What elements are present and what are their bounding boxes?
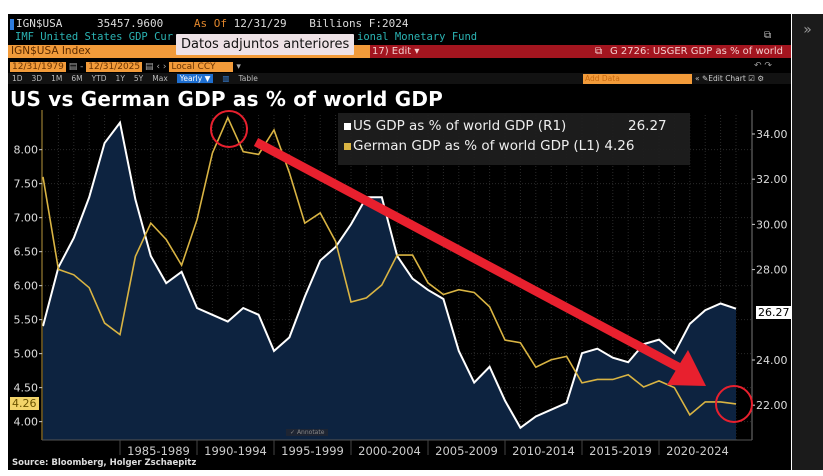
collapse-icon[interactable]: « [695, 74, 700, 83]
trend-arrow-shaft [253, 138, 683, 372]
chart-actions: « ✎Edit Chart ☑ ⚙ [695, 74, 764, 83]
edit-menu[interactable]: 17) Edit ▾ [372, 46, 420, 57]
legend-label-germany: German GDP as % of world GDP (L1) [353, 138, 601, 154]
x-tick-label: 2000-2004 [358, 444, 421, 458]
us-line [42, 120, 737, 430]
left-tick-label: 4.50 [14, 382, 39, 395]
highlight-circle-latest [715, 385, 753, 423]
right-tick-label: 30.00 [756, 218, 788, 231]
period-1m[interactable]: 1M [51, 74, 63, 83]
x-tick-label: 2015-2019 [589, 444, 652, 458]
legend-swatch-germany [344, 142, 351, 150]
ticker: IGN$USA [16, 17, 63, 30]
trend-arrow-head [667, 350, 706, 386]
annotate-label: Annotate [296, 429, 325, 436]
right-tick-label: 22.00 [756, 399, 788, 412]
period-ytd[interactable]: YTD [91, 74, 107, 83]
undo-icon[interactable]: ↶ [754, 61, 762, 71]
legend-value-germany: 4.26 [604, 138, 635, 154]
left-tick-label: 6.50 [14, 246, 39, 259]
period-max[interactable]: Max [152, 74, 168, 83]
period-5y[interactable]: 5Y [133, 74, 144, 83]
left-tick-label: 6.00 [14, 280, 39, 293]
legend-item-germany: German GDP as % of world GDP (L1) 4.26 [344, 138, 634, 154]
right-tick-label: 28.00 [756, 264, 788, 277]
edit-icon[interactable]: ☑ [748, 74, 755, 83]
table-button[interactable]: Table [238, 74, 258, 83]
left-tick-label: 7.00 [14, 212, 39, 225]
calendar-icon[interactable]: ▤ [68, 62, 78, 72]
prev-button[interactable]: ‹ [156, 62, 160, 72]
side-strip: » [792, 14, 823, 470]
right-tick-label: 24.00 [756, 354, 788, 367]
undo-redo: ↶ ↷ [754, 61, 772, 71]
calendar-icon[interactable]: ▤ [145, 62, 154, 72]
highlight-circle-peak [210, 110, 248, 148]
tooltip: Datos adjuntos anteriores [176, 34, 355, 55]
chevron-down-icon[interactable]: ▾ [236, 62, 241, 72]
as-of-date: 12/31/29 [233, 17, 287, 30]
edit-chart-button[interactable]: Edit Chart [708, 74, 746, 83]
x-tick-label: 2005-2009 [435, 444, 498, 458]
left-tick-label: 5.00 [14, 348, 39, 361]
chart-id: G 2726: USGER GDP as % of world [610, 46, 783, 57]
x-tick-label: 1985-1989 [127, 444, 190, 458]
ticker-row: IGN$USA 35457.9600 As Of 12/31/29 Billio… [10, 17, 409, 30]
next-button[interactable]: › [162, 62, 167, 72]
last-value-tag-germany: 4.26 [10, 397, 39, 410]
left-tick-label: 8.00 [14, 144, 39, 157]
frequency-select[interactable]: Yearly ▼ [176, 74, 214, 83]
period-1y[interactable]: 1Y [115, 74, 125, 83]
right-tick-label: 32.00 [756, 173, 788, 186]
x-tick-label: 2010-2014 [512, 444, 575, 458]
x-tick-label: 1990-1994 [204, 444, 267, 458]
redo-icon[interactable]: ↷ [764, 61, 772, 71]
add-data-input[interactable]: Add Data [583, 74, 692, 84]
us-area [43, 122, 736, 441]
annotate-button[interactable]: ✓ Annotate [286, 429, 329, 436]
period-1d[interactable]: 1D [12, 74, 23, 83]
description-left: IMF United States GDP Cur [15, 31, 174, 43]
currency-select[interactable]: Local CCY [169, 62, 234, 72]
date-row: 12/31/1979 ▤ - 12/31/2025 ▤ ‹ › Local CC… [10, 62, 241, 72]
expand-icon[interactable]: » [803, 22, 812, 38]
screenshot-icon[interactable]: ⧉ [764, 30, 772, 41]
toolbar-bg [8, 73, 791, 84]
period-6m[interactable]: 6M [71, 74, 83, 83]
legend: US GDP as % of world GDP (R1) 26.27 Germ… [338, 113, 690, 165]
x-tick-label: 1995-1999 [281, 444, 344, 458]
germany-line [42, 115, 737, 417]
gear-icon[interactable]: ⚙ [757, 74, 765, 83]
chart-type-icon[interactable]: ▥ [222, 74, 230, 83]
source-note: Source: Bloomberg, Holger Zschaepitz [12, 458, 197, 468]
legend-item-us: US GDP as % of world GDP (R1) [344, 118, 566, 134]
x-tick-label: 2020-2024 [666, 444, 729, 458]
popout-icon[interactable]: ⧉ [595, 46, 603, 57]
description-right: ional Monetary Fund [357, 31, 478, 43]
start-date-field[interactable]: 12/31/1979 [10, 62, 66, 72]
right-tick-label: 34.00 [756, 128, 788, 141]
legend-swatch-us [344, 122, 351, 130]
end-date-field[interactable]: 12/31/2025 [86, 62, 143, 72]
chart-title: US vs German GDP as % of world GDP [10, 87, 443, 111]
pencil-icon: ✎ [701, 74, 709, 83]
period-3d[interactable]: 3D [31, 74, 43, 83]
left-tick-label: 5.50 [14, 314, 39, 327]
last-value-tag-us: 26.27 [756, 306, 792, 319]
left-tick-label: 4.00 [14, 416, 39, 429]
ticker-marker [10, 18, 14, 30]
legend-value-us: 26.27 [628, 118, 667, 134]
chart-bar: 17) Edit ▾ ⧉ G 2726: USGER GDP as % of w… [370, 45, 791, 58]
price: 35457.9600 [96, 17, 164, 30]
as-of-label: As Of [193, 17, 227, 30]
left-tick-label: 7.50 [14, 178, 39, 191]
legend-label-us: US GDP as % of world GDP (R1) [353, 118, 567, 134]
units: Billions F:2024 [309, 17, 409, 30]
period-toolbar: 1D 3D 1M 6M YTD 1Y 5Y Max Yearly ▼ ▥ Table [12, 74, 267, 83]
